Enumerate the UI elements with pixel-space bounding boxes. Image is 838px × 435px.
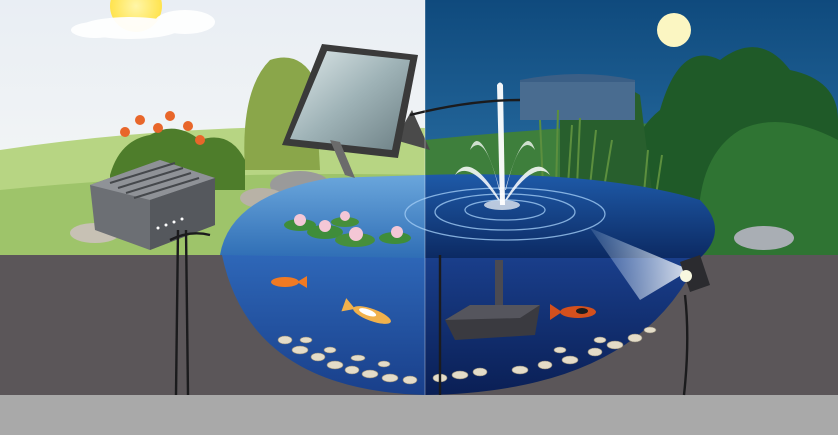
moon-icon xyxy=(657,13,691,47)
spotlight-icon xyxy=(590,228,710,300)
night-trees xyxy=(520,47,838,256)
cable-icon xyxy=(169,98,689,396)
fountain-pump-icon xyxy=(445,260,540,340)
water-lily-icon xyxy=(284,211,411,247)
pebble-bed-icon xyxy=(277,326,657,385)
koi-fish-icon xyxy=(271,276,596,324)
cloud-icon xyxy=(71,10,215,39)
floor-band xyxy=(0,395,838,435)
filter-box-icon xyxy=(90,160,215,250)
pond-surface xyxy=(220,174,715,258)
fountain-spray-icon xyxy=(455,82,550,210)
solar-panel-icon xyxy=(282,44,430,178)
